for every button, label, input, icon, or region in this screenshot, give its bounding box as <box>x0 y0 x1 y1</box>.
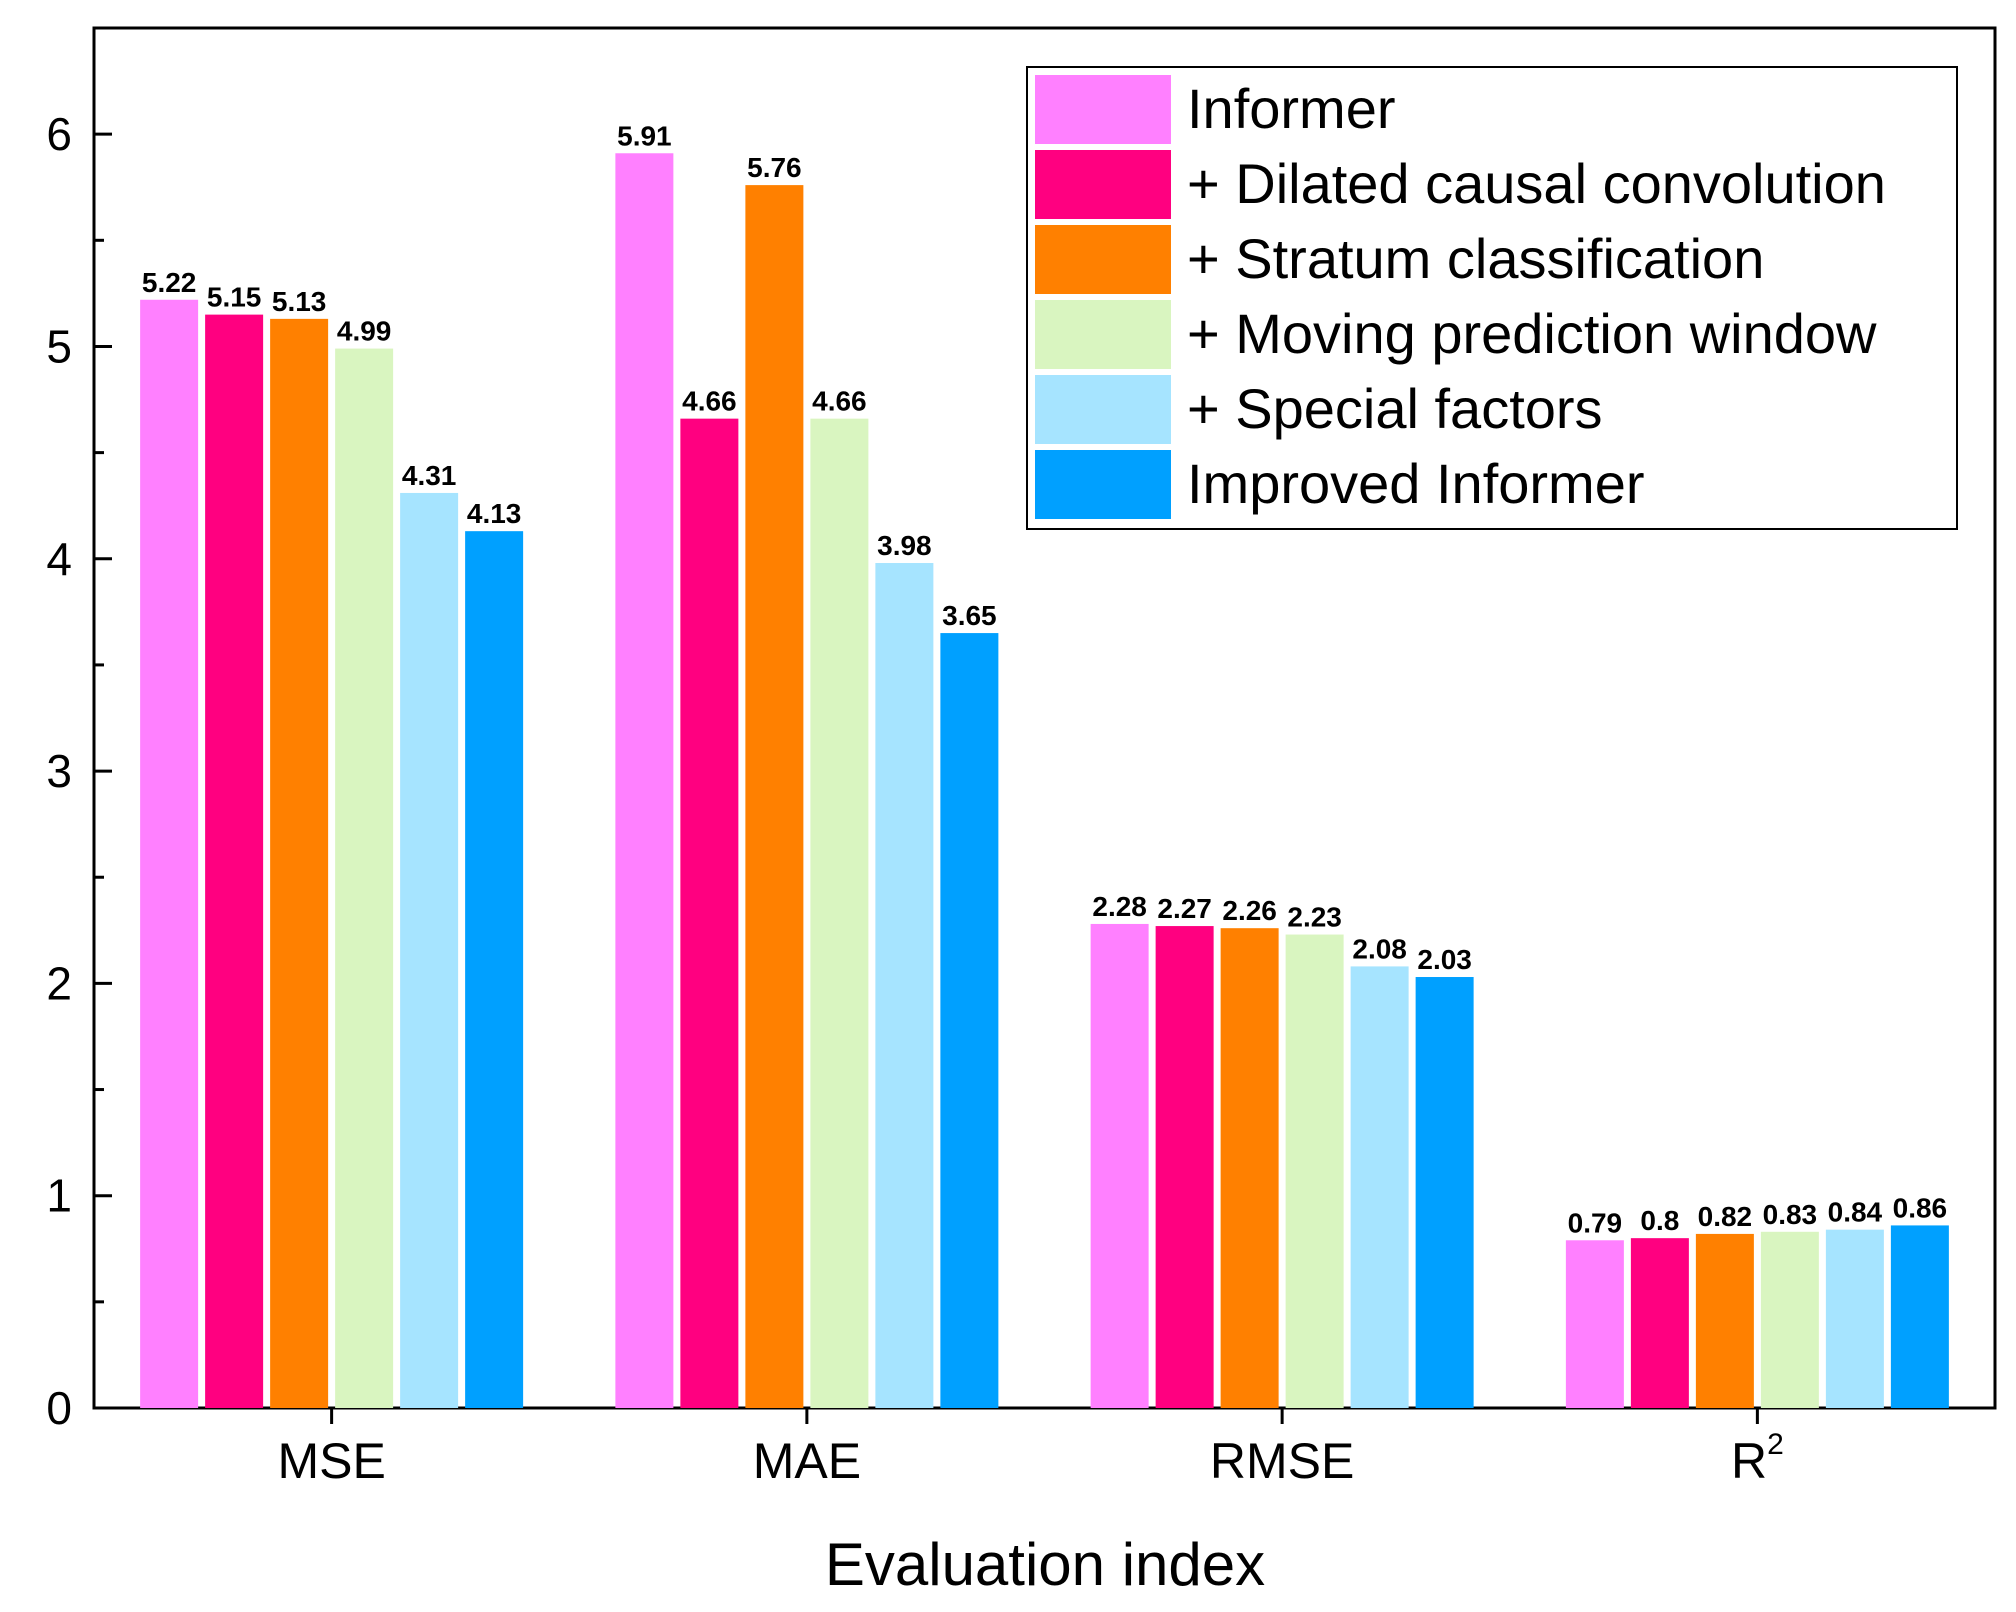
bar <box>1350 966 1409 1408</box>
bar <box>205 314 264 1409</box>
x-category-label: R2 <box>1731 1428 1784 1489</box>
bar <box>940 633 999 1408</box>
legend: Informer + Dilated causal convolution + St… <box>1026 66 1958 530</box>
y-tick-label: 6 <box>46 108 72 160</box>
x-axis-title: Evaluation index <box>825 1531 1265 1598</box>
bar-value-label: 5.76 <box>747 152 802 183</box>
bar-value-label: 0.82 <box>1698 1201 1753 1232</box>
bar <box>1565 1240 1624 1408</box>
bars-group <box>140 153 1949 1409</box>
bar <box>1760 1231 1819 1408</box>
bar <box>1630 1238 1689 1408</box>
x-category-label: MSE <box>277 1433 385 1489</box>
bar <box>1285 934 1344 1408</box>
bar-value-label: 2.08 <box>1352 933 1407 964</box>
bar <box>1825 1229 1884 1408</box>
legend-swatch <box>1035 225 1171 294</box>
bar <box>1415 977 1474 1408</box>
legend-swatch <box>1035 300 1171 369</box>
bar-value-label: 2.28 <box>1092 891 1147 922</box>
bar-value-label: 3.65 <box>942 600 997 631</box>
y-tick-label: 3 <box>46 745 72 797</box>
bar <box>140 299 199 1408</box>
bar <box>810 418 869 1409</box>
bar <box>335 348 394 1409</box>
bar-value-label: 4.31 <box>402 460 457 491</box>
y-tick-label: 1 <box>46 1170 72 1222</box>
legend-label: Informer <box>1187 77 1396 140</box>
legend-swatch <box>1035 75 1171 144</box>
legend-swatch <box>1035 150 1171 219</box>
y-tick-label: 0 <box>46 1382 72 1434</box>
legend-swatch <box>1035 375 1171 444</box>
x-category-label: MAE <box>753 1433 861 1489</box>
bar <box>400 492 459 1408</box>
bar-value-label: 0.83 <box>1763 1199 1818 1230</box>
legend-swatch <box>1035 450 1171 519</box>
legend-label: + Dilated causal convolution <box>1187 152 1886 215</box>
y-tick-label: 2 <box>46 957 72 1009</box>
y-tick-label: 5 <box>46 320 72 372</box>
bar <box>1155 926 1214 1408</box>
bar-value-label: 0.8 <box>1640 1205 1679 1236</box>
legend-label: + Moving prediction window <box>1187 302 1877 365</box>
y-axis: 0 1 2 3 4 5 6 <box>46 26 112 1434</box>
bar <box>1220 928 1279 1408</box>
bar-value-label: 4.99 <box>337 316 392 347</box>
x-axis: MSE MAE RMSE R2 <box>277 1408 1784 1489</box>
legend-label: Improved Informer <box>1187 452 1645 515</box>
x-category-label: RMSE <box>1210 1433 1354 1489</box>
bar-value-label: 0.79 <box>1568 1207 1623 1238</box>
bar-value-label: 4.13 <box>467 498 522 529</box>
bar-value-label: 0.84 <box>1828 1197 1883 1228</box>
legend-box <box>1026 66 1958 530</box>
bar-value-label: 5.13 <box>272 286 327 317</box>
bar-value-label: 2.27 <box>1157 893 1212 924</box>
bar-value-label: 2.23 <box>1287 902 1342 933</box>
bar-value-label: 2.03 <box>1417 944 1472 975</box>
bar-value-label: 5.91 <box>617 120 672 151</box>
bar <box>1695 1233 1754 1408</box>
bar <box>745 185 804 1409</box>
bar <box>1090 923 1149 1408</box>
bar-value-label: 5.15 <box>207 282 262 313</box>
bar-value-label: 0.86 <box>1893 1192 1948 1223</box>
legend-label: + Special factors <box>1187 377 1603 440</box>
bar-value-label: 4.66 <box>812 386 867 417</box>
bar <box>270 318 329 1408</box>
bar <box>615 153 674 1409</box>
bar-value-label: 3.98 <box>877 530 932 561</box>
bar-value-label: 2.26 <box>1222 895 1277 926</box>
bar <box>680 418 739 1409</box>
bar <box>1890 1225 1949 1408</box>
legend-label: + Stratum classification <box>1187 227 1764 290</box>
bar-value-label: 4.66 <box>682 386 737 417</box>
data-labels-group: 5.22 5.15 5.13 4.99 4.31 4.13 5.91 4.66 5.76 4.66… <box>142 120 1947 1238</box>
y-tick-label: 4 <box>46 533 72 585</box>
bar-value-label: 5.22 <box>142 267 197 298</box>
bar <box>465 531 524 1408</box>
bar <box>875 563 934 1408</box>
